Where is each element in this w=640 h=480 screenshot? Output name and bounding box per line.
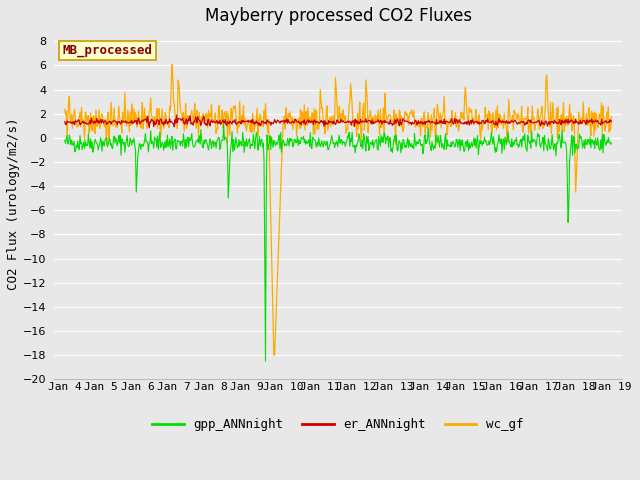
Legend: gpp_ANNnight, er_ANNnight, wc_gf: gpp_ANNnight, er_ANNnight, wc_gf [147, 413, 529, 436]
Title: Mayberry processed CO2 Fluxes: Mayberry processed CO2 Fluxes [205, 7, 472, 25]
Y-axis label: CO2 Flux (urology/m2/s): CO2 Flux (urology/m2/s) [7, 118, 20, 290]
Text: MB_processed: MB_processed [62, 44, 152, 57]
